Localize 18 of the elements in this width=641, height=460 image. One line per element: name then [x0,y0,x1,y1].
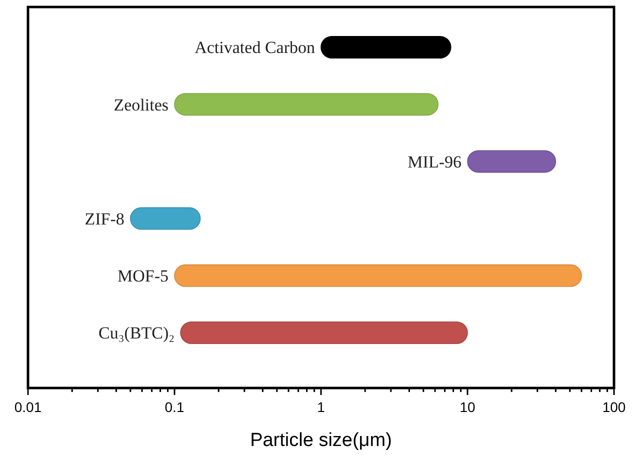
x-tick-label: 100 [602,399,626,415]
x-axis-title: Particle size(μm) [250,430,392,451]
y-tick-label: ZIF-8 [84,210,124,228]
y-tick-label: MOF-5 [117,266,168,286]
y-tick-label: Zeolites [114,95,168,114]
bar [174,264,582,287]
y-tick-label: Cu₃(BTC)₂ [98,324,175,343]
x-tick-label: 0.1 [164,399,184,415]
y-tick-label: MIL-96 [408,152,462,172]
bar [174,93,439,116]
bar [180,322,468,344]
x-tick-label: 0.01 [14,399,42,415]
x-tick-label: 10 [460,399,476,415]
bar [130,207,201,230]
bar [467,150,556,173]
bar [320,36,452,58]
y-tick-label: Activated Carbon [194,38,316,58]
x-tick-label: 1 [317,399,326,415]
